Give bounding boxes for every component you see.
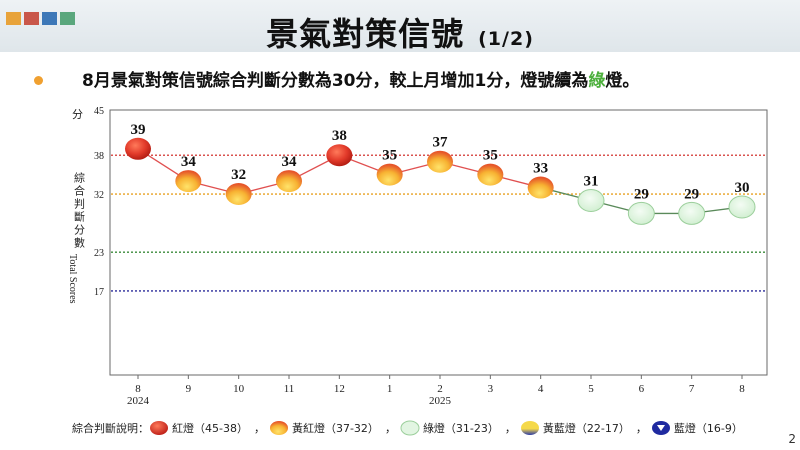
data-point-marker <box>427 150 453 173</box>
y-tick-label: 38 <box>94 151 104 162</box>
summary-suffix: 燈。 <box>605 71 640 91</box>
x-tick-label: 8 <box>739 383 745 395</box>
x-tick-label: 3 <box>488 383 494 395</box>
y-tick-label: 45 <box>94 106 104 117</box>
legend-item-red: 紅燈（45-38） <box>149 420 248 436</box>
data-label: 31 <box>584 173 599 189</box>
blue-signal-icon <box>651 421 670 435</box>
data-label: 35 <box>483 148 498 164</box>
x-tick-label: 11 <box>284 383 295 395</box>
brand-square-1 <box>6 12 21 25</box>
data-point-marker <box>577 188 605 212</box>
legend-title: 綜合判斷說明： <box>72 422 149 435</box>
data-point-marker <box>175 170 202 193</box>
x-tick-label: 2 <box>437 383 443 395</box>
legend-separator: ， <box>635 422 647 435</box>
page-number: 2 <box>788 432 796 446</box>
legend-separator: ， <box>253 422 265 435</box>
x-tick-label: 5 <box>588 383 594 395</box>
x-tick-label: 1 <box>387 383 393 395</box>
brand-square-2 <box>24 12 39 25</box>
y-unit-label: 分 <box>72 108 83 121</box>
x-tick-label: 4 <box>538 383 544 395</box>
plot-frame <box>109 109 768 376</box>
data-label: 34 <box>181 154 197 170</box>
legend-label-green: 綠燈（31-23） <box>422 422 499 435</box>
summary-highlight: 綠 <box>588 71 606 91</box>
data-point-marker <box>276 170 302 193</box>
data-label: 39 <box>131 122 146 138</box>
data-point-marker <box>477 163 504 186</box>
x-year-label: 2024 <box>127 395 150 407</box>
data-label: 37 <box>433 135 449 151</box>
x-tick-label: 10 <box>233 383 245 395</box>
data-label: 29 <box>634 186 649 202</box>
page-indicator: (1/2) <box>478 28 534 50</box>
legend-label-yellow-blue: 黃藍燈（22-17） <box>542 422 630 435</box>
data-label: 35 <box>382 148 397 164</box>
legend-item-blue: 藍燈（16-9） <box>651 420 743 436</box>
data-label: 32 <box>231 167 246 183</box>
data-point-marker <box>627 201 655 225</box>
x-tick-label: 12 <box>334 383 345 395</box>
data-point-marker <box>376 163 403 186</box>
data-point-marker <box>527 176 554 199</box>
data-label: 38 <box>332 128 347 144</box>
legend-item-green: 綠燈（31-23） <box>400 420 499 436</box>
x-tick-label: 8 <box>135 383 141 395</box>
y-axis-label-en: Total Scores <box>67 254 78 304</box>
data-point-marker <box>678 201 706 225</box>
brand-square-4 <box>60 12 75 25</box>
x-tick-label: 7 <box>689 383 695 395</box>
summary-prefix: 8月景氣對策信號綜合判斷分數為30分，較上月增加1分，燈號續為 <box>82 71 589 91</box>
brand-square-3 <box>42 12 57 25</box>
data-point-marker <box>125 137 151 160</box>
brand-color-squares <box>6 12 75 25</box>
legend-item-yellow-red: 黃紅燈（37-32） <box>269 420 379 436</box>
y-axis-label-zh: 綜合判斷分數 <box>73 171 86 250</box>
yellow-blue-signal-icon <box>520 421 539 435</box>
legend-separator: ， <box>504 422 516 435</box>
legend-label-red: 紅燈（45-38） <box>172 422 248 435</box>
data-label: 30 <box>735 180 750 196</box>
data-point-marker <box>326 144 353 167</box>
page-title: 景氣對策信號 (1/2) <box>0 9 800 55</box>
x-tick-label: 9 <box>186 383 192 395</box>
data-label: 29 <box>684 186 699 202</box>
y-tick-label: 23 <box>94 248 104 259</box>
y-tick-label: 32 <box>94 190 104 201</box>
legend-label-yellow-red: 黃紅燈（37-32） <box>291 422 379 435</box>
title-text: 景氣對策信號 <box>266 15 465 53</box>
legend-label-blue: 藍燈（16-9） <box>673 422 743 435</box>
summary-text: 8月景氣對策信號綜合判斷分數為30分，較上月增加1分，燈號續為綠燈。 <box>82 66 639 91</box>
legend-separator: ， <box>384 422 396 435</box>
data-label: 34 <box>282 154 298 170</box>
x-year-label: 2025 <box>429 395 452 407</box>
data-label: 33 <box>533 161 548 177</box>
legend-item-yellow-blue: 黃藍燈（22-17） <box>520 420 630 436</box>
x-tick-label: 6 <box>639 383 645 395</box>
y-tick-label: 17 <box>94 287 104 298</box>
green-signal-icon <box>400 420 420 436</box>
bullet-dot-icon <box>34 76 43 85</box>
data-point-marker <box>728 195 756 219</box>
data-point-marker <box>225 183 252 206</box>
chart-legend: 綜合判斷說明： 紅燈（45-38） ， 黃紅燈（37-32） ， 綠燈（31-2… <box>72 420 745 436</box>
yellow-red-signal-icon <box>269 421 288 435</box>
header-bar: 景氣對策信號 (1/2) <box>0 0 800 55</box>
red-signal-icon <box>150 421 168 435</box>
